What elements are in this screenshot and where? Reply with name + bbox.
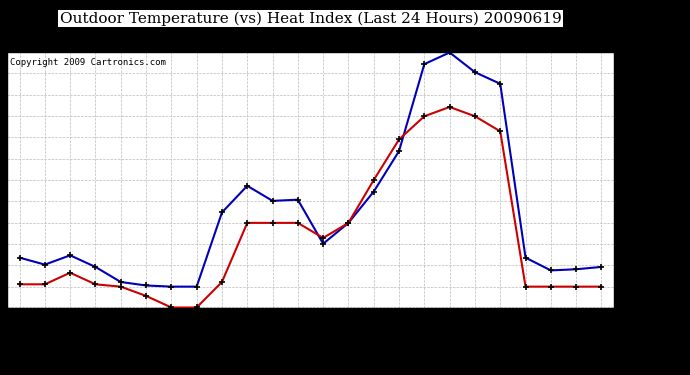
Text: Copyright 2009 Cartronics.com: Copyright 2009 Cartronics.com xyxy=(10,58,166,67)
Text: Outdoor Temperature (vs) Heat Index (Last 24 Hours) 20090619: Outdoor Temperature (vs) Heat Index (Las… xyxy=(59,11,562,26)
